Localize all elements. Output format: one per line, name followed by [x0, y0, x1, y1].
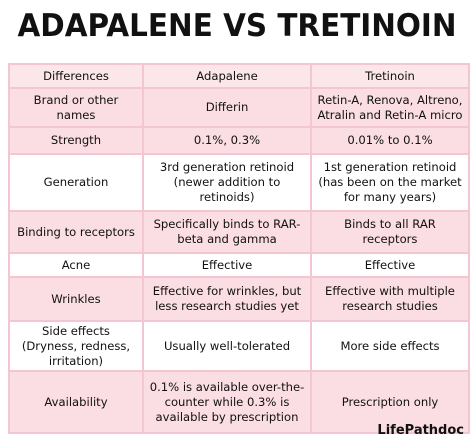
- title: ADAPALENE VS TRETINOIN: [17, 8, 457, 44]
- table-row: Wrinkles Effective for wrinkles, but less…: [8, 276, 470, 322]
- cell: Effective: [142, 252, 312, 278]
- table-row: Brand or other names Differin Retin-A, Ren…: [8, 87, 470, 128]
- header-row: Differences Adapalene Tretinoin: [8, 63, 470, 89]
- cell: Effective with multiple research studies: [310, 276, 470, 322]
- cell: 0.1% is available over-the-counter while…: [142, 370, 312, 434]
- row-label: Generation: [8, 153, 144, 212]
- row-label: Availability: [8, 370, 144, 434]
- cell: 3rd generation retinoid (newer addition …: [142, 153, 312, 212]
- table-row: Availability 0.1% is available over-the-c…: [8, 370, 470, 434]
- cell: Effective for wrinkles, but less researc…: [142, 276, 312, 322]
- brand: LifePathdoc: [377, 423, 464, 438]
- cell: Prescription only: [310, 370, 470, 434]
- cell: 1st generation retinoid (has been on the…: [310, 153, 470, 212]
- cell: Specifically binds to RAR-beta and gamma: [142, 210, 312, 254]
- table-row: Strength 0.1%, 0.3% 0.01% to 0.1%: [8, 126, 470, 155]
- cell: Usually well-tolerated: [142, 320, 312, 372]
- cell: More side effects: [310, 320, 470, 372]
- cell: 0.01% to 0.1%: [310, 126, 470, 155]
- row-label: Acne: [8, 252, 144, 278]
- cell: 0.1%, 0.3%: [142, 126, 312, 155]
- table-row: Acne Effective Effective: [8, 252, 470, 278]
- row-label: Strength: [8, 126, 144, 155]
- table-row: Side effects (Dryness, redness, irritati…: [8, 320, 470, 372]
- column-header: Tretinoin: [310, 63, 470, 89]
- cell: Binds to all RAR receptors: [310, 210, 470, 254]
- row-label: Wrinkles: [8, 276, 144, 322]
- row-label: Brand or other names: [8, 87, 144, 128]
- row-label: Binding to receptors: [8, 210, 144, 254]
- column-header: Adapalene: [142, 63, 312, 89]
- table-row: Binding to receptors Specifically binds t…: [8, 210, 470, 254]
- cell: Effective: [310, 252, 470, 278]
- comparison-table: Differences Adapalene Tretinoin Brand or ot…: [8, 63, 470, 434]
- table-row: Generation 3rd generation retinoid (newer…: [8, 153, 470, 212]
- cell: Retin-A, Renova, Altreno, Atralin and Re…: [310, 87, 470, 128]
- cell: Differin: [142, 87, 312, 128]
- column-header: Differences: [8, 63, 144, 89]
- row-label: Side effects (Dryness, redness, irritati…: [8, 320, 144, 372]
